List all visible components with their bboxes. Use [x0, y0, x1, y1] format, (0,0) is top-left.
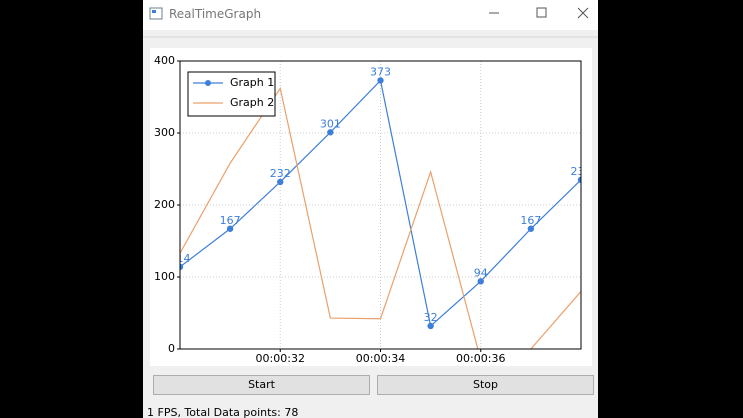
- data-point: [277, 178, 284, 186]
- data-label: 114: [170, 252, 191, 265]
- window: RealTimeGraph 114 167 232 301 373 32 94 167 235 …: [143, 0, 598, 418]
- data-label: 232: [270, 167, 291, 180]
- data-label: 373: [370, 65, 391, 78]
- series-line: [180, 86, 581, 349]
- data-label: 167: [220, 214, 241, 227]
- data-label: 301: [320, 117, 341, 130]
- x-tick-label: 00:00:36: [456, 352, 505, 365]
- data-point: [427, 322, 434, 330]
- data-point: [226, 225, 234, 232]
- data-label: 167: [520, 214, 541, 227]
- data-label: 235: [571, 165, 592, 178]
- legend-label: Graph 1: [230, 76, 274, 89]
- data-point: [527, 225, 535, 232]
- data-label: 94: [474, 266, 488, 279]
- window-title: RealTimeGraph: [169, 7, 262, 21]
- title-icons: [149, 7, 589, 20]
- app-icon-detail: [152, 10, 156, 13]
- chart: 114 167 232 301 373 32 94 167 235 0 100 200 300 400 0…: [143, 36, 598, 366]
- y-tick-label: 300: [154, 126, 175, 139]
- stop-button[interactable]: Stop: [377, 375, 594, 395]
- data-point: [577, 176, 581, 183]
- maximize-button[interactable]: [536, 7, 547, 18]
- app-icon: [149, 7, 163, 20]
- start-button[interactable]: Start: [153, 375, 370, 395]
- data-point: [180, 263, 184, 271]
- x-tick-label: 00:00:32: [256, 352, 305, 365]
- y-tick-label: 400: [154, 54, 175, 67]
- y-tick-label: 100: [154, 270, 175, 283]
- title-bar: RealTimeGraph: [143, 0, 598, 30]
- data-point: [377, 77, 384, 84]
- data-point: [477, 278, 484, 285]
- data-point: [327, 129, 334, 136]
- data-label: 32: [424, 311, 438, 324]
- y-tick-label: 200: [154, 198, 175, 211]
- legend-marker: [205, 80, 211, 86]
- legend-box: [187, 71, 276, 117]
- legend-label: Graph 2: [230, 96, 274, 109]
- y-tick-label: 0: [168, 342, 175, 355]
- status-text: 1 FPS, Total Data points: 78: [147, 406, 299, 418]
- close-button[interactable]: [577, 7, 589, 19]
- x-tick-label: 00:00:34: [356, 352, 405, 365]
